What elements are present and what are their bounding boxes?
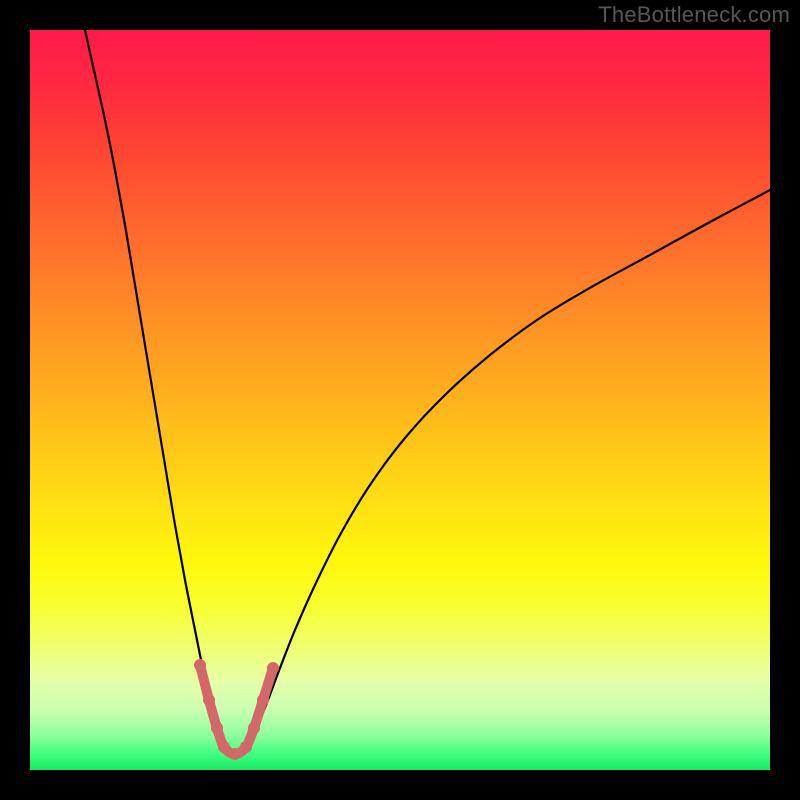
chart-svg	[0, 0, 800, 800]
highlight-dot	[211, 722, 223, 734]
watermark-text: TheBottleneck.com	[598, 2, 790, 28]
highlight-dot	[194, 659, 206, 671]
highlight-dot	[203, 694, 215, 706]
highlight-dot	[229, 748, 241, 760]
highlight-dot	[240, 741, 252, 753]
highlight-dot	[218, 741, 230, 753]
chart-container: TheBottleneck.com	[0, 0, 800, 800]
highlight-dot	[248, 722, 260, 734]
highlight-dot	[267, 662, 279, 674]
highlight-dot	[257, 694, 269, 706]
plot-background	[30, 30, 770, 770]
